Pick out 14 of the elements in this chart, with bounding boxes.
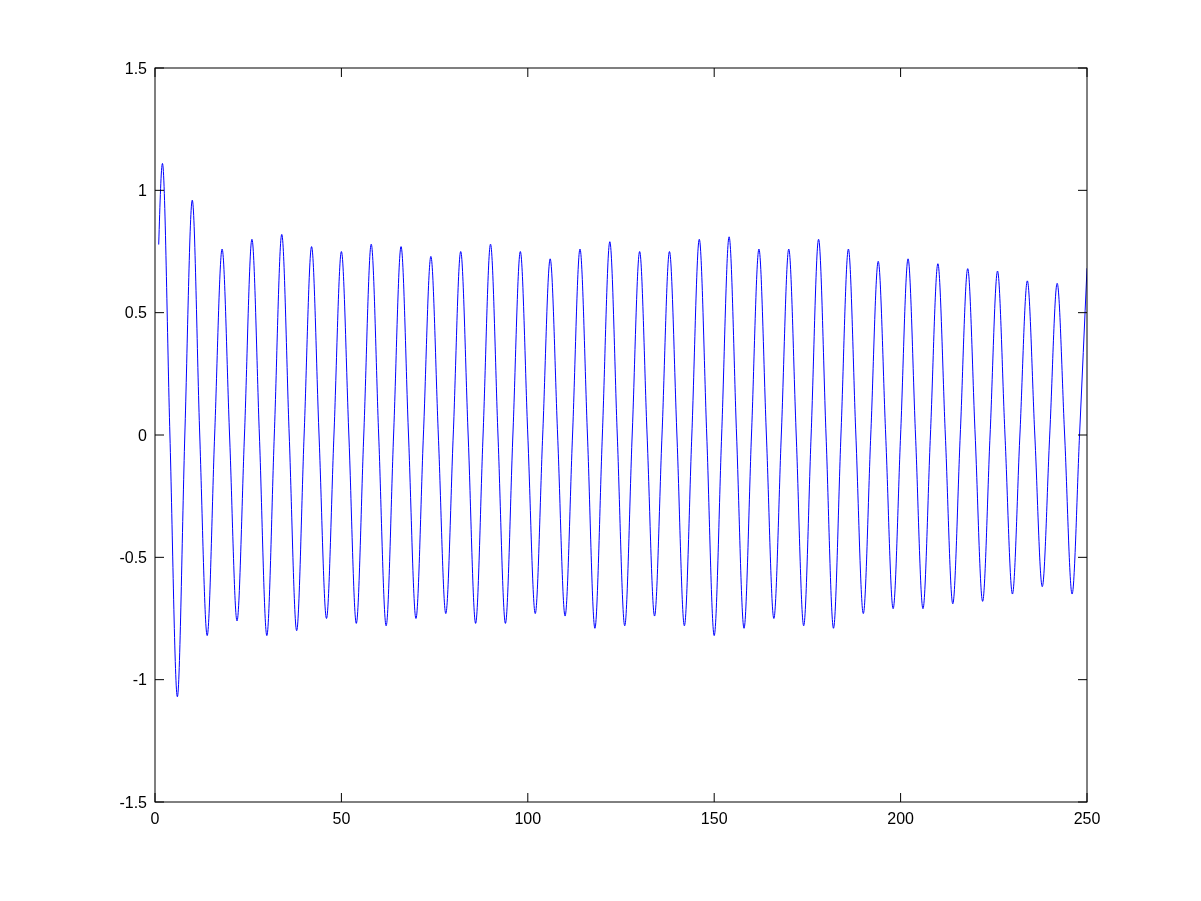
x-tick-label: 150 (700, 810, 728, 827)
y-tick-label: 1.5 (124, 59, 148, 77)
y-tick-label: 1 (138, 181, 148, 199)
x-tick-label: 200 (887, 810, 915, 827)
x-tick-label: 250 (1073, 810, 1101, 827)
y-tick-label: 0 (138, 426, 148, 444)
x-tick-label: 100 (514, 810, 542, 827)
x-tick-label: 0 (150, 810, 160, 827)
y-tick-label: -0.5 (119, 548, 148, 566)
line-series (158, 162, 1087, 698)
y-tick-label: -1 (132, 671, 148, 689)
x-tick-label: 50 (332, 810, 351, 827)
y-tick-label: 0.5 (124, 304, 148, 322)
y-tick-label: -1.5 (119, 793, 148, 811)
